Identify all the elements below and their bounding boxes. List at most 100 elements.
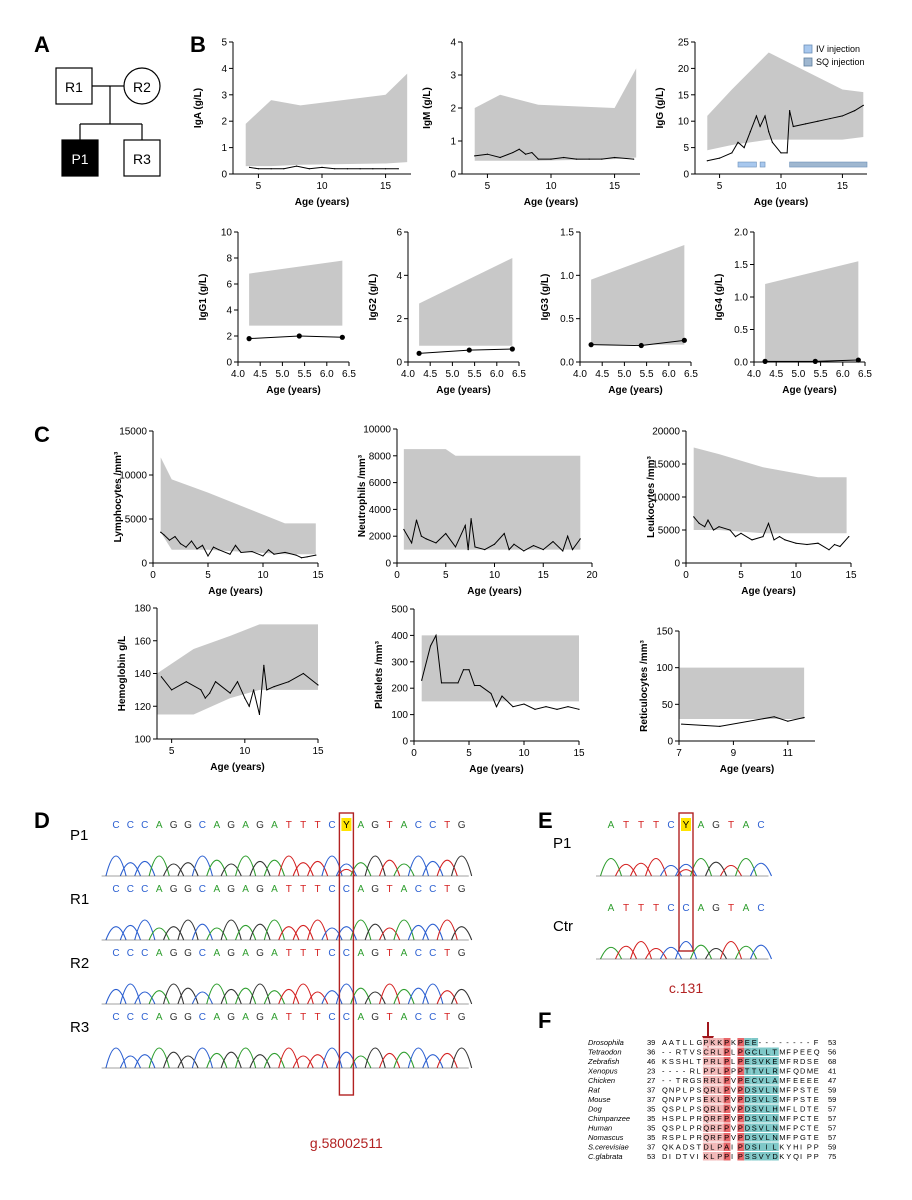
trace-peak xyxy=(393,919,415,941)
trace-peak xyxy=(422,983,444,1005)
residue: E xyxy=(793,1076,798,1085)
residue-highlight xyxy=(716,1123,724,1132)
residue: E xyxy=(814,1086,819,1095)
base-call: G xyxy=(170,884,178,895)
x-axis-label: Age (years) xyxy=(208,586,262,597)
trace-peak xyxy=(177,987,199,1005)
residue-highlight xyxy=(751,1114,759,1123)
base-call: T xyxy=(623,820,629,831)
residue: R xyxy=(710,1124,716,1133)
residue: P xyxy=(807,1152,812,1161)
base-call: C xyxy=(343,884,350,895)
data-point xyxy=(253,689,255,691)
residue-highlight xyxy=(737,1133,745,1142)
residue-highlight xyxy=(716,1038,724,1047)
residue-highlight xyxy=(702,1142,710,1151)
x-tick-label: 11 xyxy=(783,748,794,759)
trace-peak xyxy=(163,863,185,877)
residue: P xyxy=(793,1095,798,1104)
base-call: A xyxy=(156,948,163,959)
data-point xyxy=(466,347,472,353)
pedigree-r1-label: R1 xyxy=(65,79,83,95)
residue: G xyxy=(697,1038,703,1047)
residue: C xyxy=(703,1048,709,1057)
y-axis-label: Platelets /mm³ xyxy=(374,640,385,708)
x-tick-label: 4.0 xyxy=(401,369,415,380)
y-tick-label: 20 xyxy=(678,64,690,75)
residue: P xyxy=(690,1124,695,1133)
y-tick-label: 6 xyxy=(396,228,402,239)
y-tick-label: 0 xyxy=(385,559,391,570)
chart-igg2: 0 2 4 6 4.0 4.5 5.0 5.5 6.0 6.5 Age (years) IgG2 (g… xyxy=(368,228,526,397)
data-point xyxy=(712,529,715,531)
data-point xyxy=(562,550,564,552)
residue: K xyxy=(779,1143,784,1152)
residue: H xyxy=(793,1143,798,1152)
residue: M xyxy=(779,1114,785,1123)
trace-peak xyxy=(278,926,300,941)
y-axis-label: IgA (g/L) xyxy=(193,88,204,128)
trace-peak xyxy=(350,862,372,877)
species-label: Chimpanzee xyxy=(588,1114,630,1123)
residue: T xyxy=(676,1076,681,1085)
reference-range-band xyxy=(591,245,685,345)
data-point xyxy=(284,551,286,554)
y-tick-label: 160 xyxy=(134,636,151,647)
x-axis-label: Age (years) xyxy=(754,197,808,208)
y-tick-label: 0 xyxy=(226,358,232,369)
data-point xyxy=(812,358,818,364)
species-label: Dog xyxy=(588,1105,603,1114)
y-tick-label: 2 xyxy=(226,332,232,343)
data-point xyxy=(829,117,831,120)
x-tick-label: 10 xyxy=(489,570,501,581)
legend-iv-label: IV injection xyxy=(816,44,860,54)
trace-peak xyxy=(629,862,653,877)
trace-peak xyxy=(119,1055,141,1069)
species-label: Human xyxy=(588,1124,612,1133)
residue: L xyxy=(697,1067,701,1076)
residue: L xyxy=(683,1124,687,1133)
residue-highlight xyxy=(765,1085,772,1094)
residue: E xyxy=(703,1095,708,1104)
residue: D xyxy=(745,1095,751,1104)
reference-range-band xyxy=(693,447,847,534)
base-call: T xyxy=(387,820,393,831)
trace-peak xyxy=(206,1052,228,1069)
base-call: G xyxy=(227,948,235,959)
residue: E xyxy=(814,1114,819,1123)
residue: F xyxy=(717,1133,722,1142)
base-call: G xyxy=(712,903,720,914)
panel-label-b: B xyxy=(190,32,206,57)
data-point xyxy=(567,706,569,708)
data-point xyxy=(718,157,721,159)
residue: L xyxy=(710,1143,714,1152)
base-call: A xyxy=(213,820,220,831)
residue: L xyxy=(717,1076,721,1085)
x-axis-label: Age (years) xyxy=(608,385,662,396)
species-label: Tetraodon xyxy=(588,1048,622,1057)
base-call: A xyxy=(401,820,408,831)
x-tick-label: 6.5 xyxy=(858,369,872,380)
trace-peak xyxy=(436,859,458,877)
data-point xyxy=(780,152,782,154)
base-call: T xyxy=(286,1012,292,1023)
residue: D xyxy=(745,1114,751,1123)
trace-peak xyxy=(263,1052,285,1069)
trace-peak xyxy=(306,919,329,941)
trace-peak xyxy=(335,1051,358,1069)
base-call: G xyxy=(184,1012,192,1023)
x-tick-label: 15 xyxy=(609,181,621,192)
residue: D xyxy=(745,1086,751,1095)
data-point xyxy=(317,684,319,686)
base-call: G xyxy=(458,948,466,959)
species-label: Drosophila xyxy=(588,1038,624,1047)
base-call: C xyxy=(199,884,206,895)
variant-box xyxy=(338,812,355,1096)
y-tick-label: 2.0 xyxy=(734,228,748,239)
reference-range-band xyxy=(421,635,579,702)
y-tick-label: 15000 xyxy=(652,460,680,471)
residue: R xyxy=(710,1133,716,1142)
residue: S xyxy=(752,1057,757,1066)
